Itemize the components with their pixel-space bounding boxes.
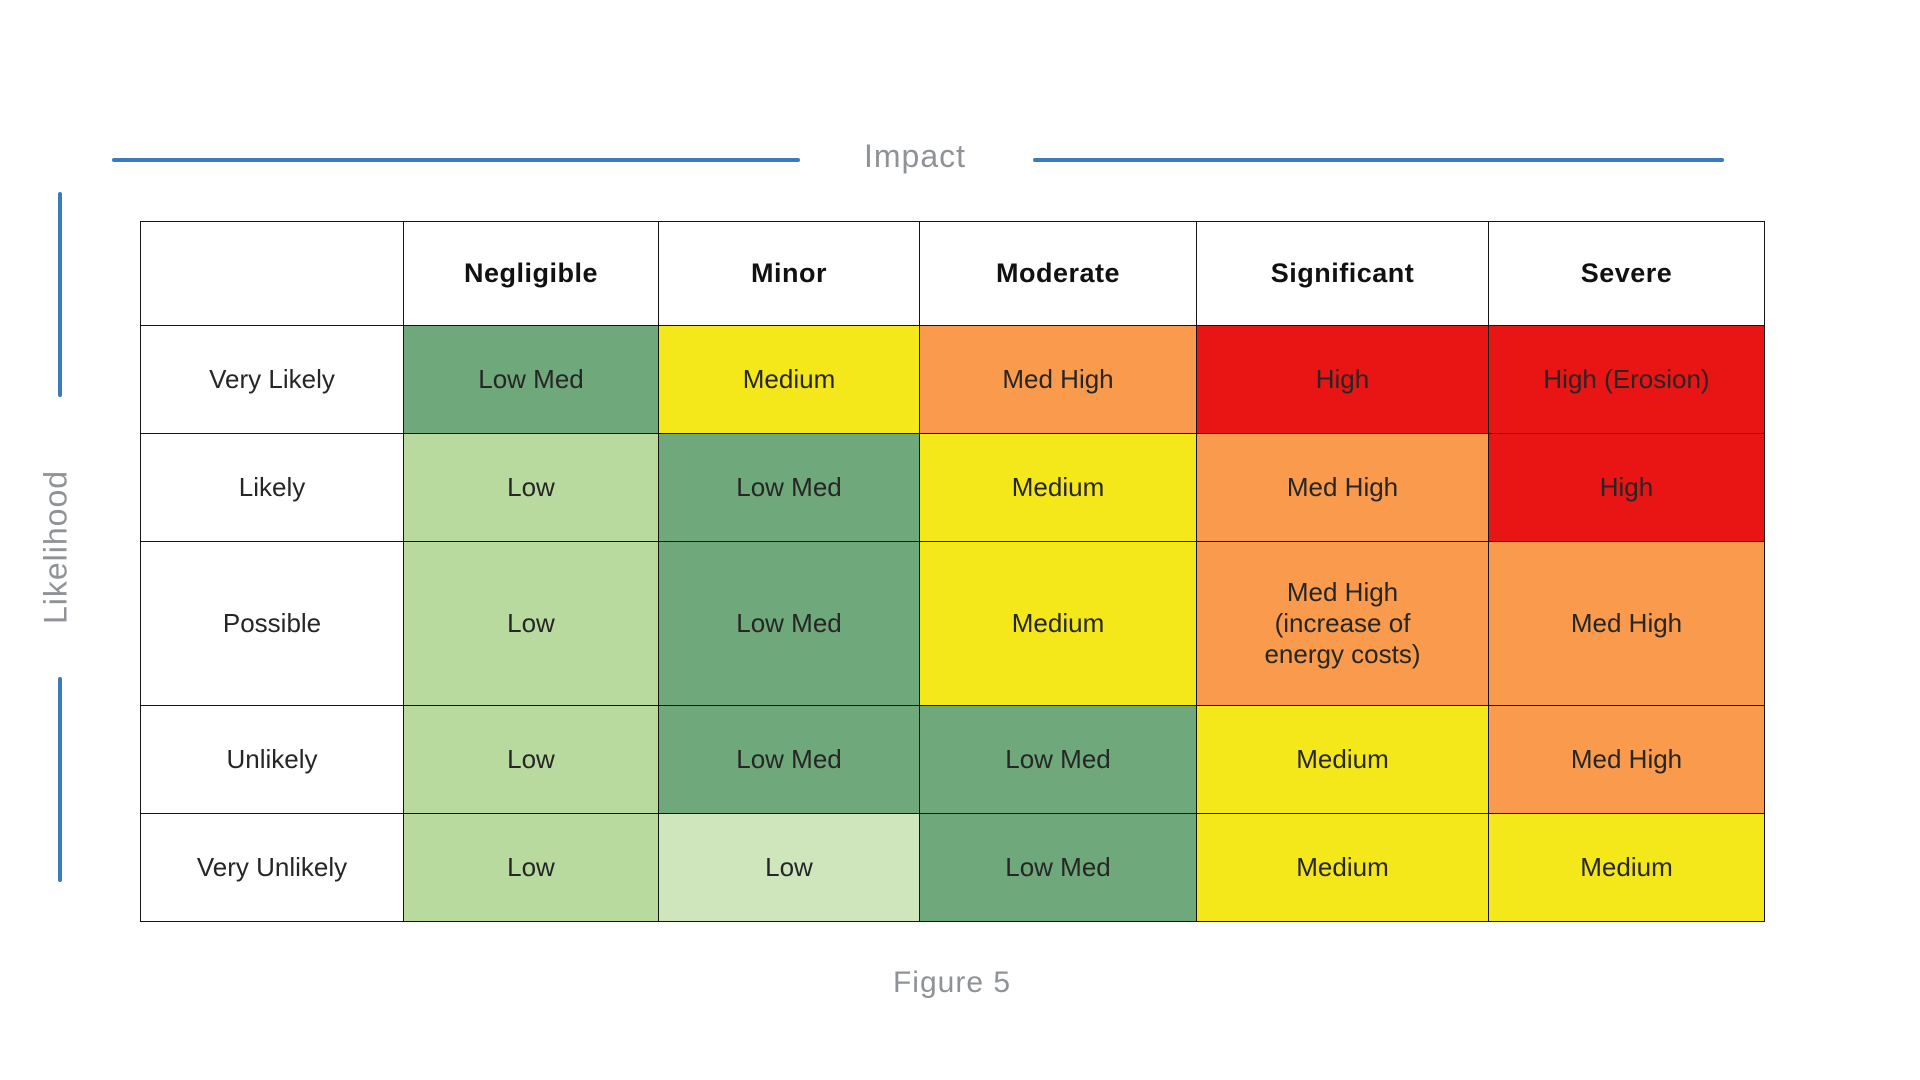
matrix-cell: Low Med — [658, 541, 920, 706]
impact-axis-line-right — [1033, 158, 1724, 162]
matrix-cell: Medium — [919, 433, 1197, 542]
matrix-cell: Med High — [1488, 541, 1765, 706]
matrix-cell: Low Med — [658, 705, 920, 814]
matrix-cell: Low — [658, 813, 920, 922]
matrix-row-possible: Possible Low Low Med Medium Med High (in… — [140, 541, 1765, 706]
likelihood-axis-label: Likelihood — [37, 469, 74, 625]
matrix-cell: Med High — [919, 325, 1197, 434]
column-header-severe: Severe — [1488, 221, 1765, 326]
matrix-row-very-likely: Very Likely Low Med Medium Med High High… — [140, 325, 1765, 434]
column-header-negligible: Negligible — [403, 221, 659, 326]
matrix-cell: High — [1488, 433, 1765, 542]
impact-axis-label: Impact — [863, 138, 967, 174]
likelihood-axis-line-top — [58, 192, 62, 397]
matrix-cell: Med High (increase of energy costs) — [1196, 541, 1489, 706]
matrix-row-unlikely: Unlikely Low Low Med Low Med Medium Med … — [140, 705, 1765, 814]
matrix-cell: Low Med — [919, 813, 1197, 922]
matrix-cell: Medium — [1196, 705, 1489, 814]
matrix-cell: Medium — [658, 325, 920, 434]
matrix-header-row: Negligible Minor Moderate Significant Se… — [140, 221, 1765, 326]
matrix-cell: Low — [403, 541, 659, 706]
row-header-very-unlikely: Very Unlikely — [140, 813, 404, 922]
matrix-cell: High — [1196, 325, 1489, 434]
matrix-cell: Medium — [919, 541, 1197, 706]
matrix-cell: Med High — [1196, 433, 1489, 542]
matrix-cell: Medium — [1488, 813, 1765, 922]
risk-matrix-table: Negligible Minor Moderate Significant Se… — [140, 221, 1765, 922]
row-header-very-likely: Very Likely — [140, 325, 404, 434]
matrix-cell: Low Med — [919, 705, 1197, 814]
matrix-cell: High (Erosion) — [1488, 325, 1765, 434]
matrix-row-very-unlikely: Very Unlikely Low Low Low Med Medium Med… — [140, 813, 1765, 922]
matrix-cell: Low — [403, 705, 659, 814]
row-header-likely: Likely — [140, 433, 404, 542]
column-header-significant: Significant — [1196, 221, 1489, 326]
matrix-cell: Low — [403, 433, 659, 542]
likelihood-axis-line-bottom — [58, 677, 62, 882]
matrix-cell: Low Med — [403, 325, 659, 434]
figure-caption: Figure 5 — [892, 966, 1012, 999]
column-header-minor: Minor — [658, 221, 920, 326]
row-header-unlikely: Unlikely — [140, 705, 404, 814]
matrix-cell: Low — [403, 813, 659, 922]
matrix-cell: Low Med — [658, 433, 920, 542]
impact-axis-line-left — [112, 158, 800, 162]
corner-cell — [140, 221, 404, 326]
matrix-cell: Medium — [1196, 813, 1489, 922]
matrix-cell: Med High — [1488, 705, 1765, 814]
row-header-possible: Possible — [140, 541, 404, 706]
matrix-row-likely: Likely Low Low Med Medium Med High High — [140, 433, 1765, 542]
column-header-moderate: Moderate — [919, 221, 1197, 326]
